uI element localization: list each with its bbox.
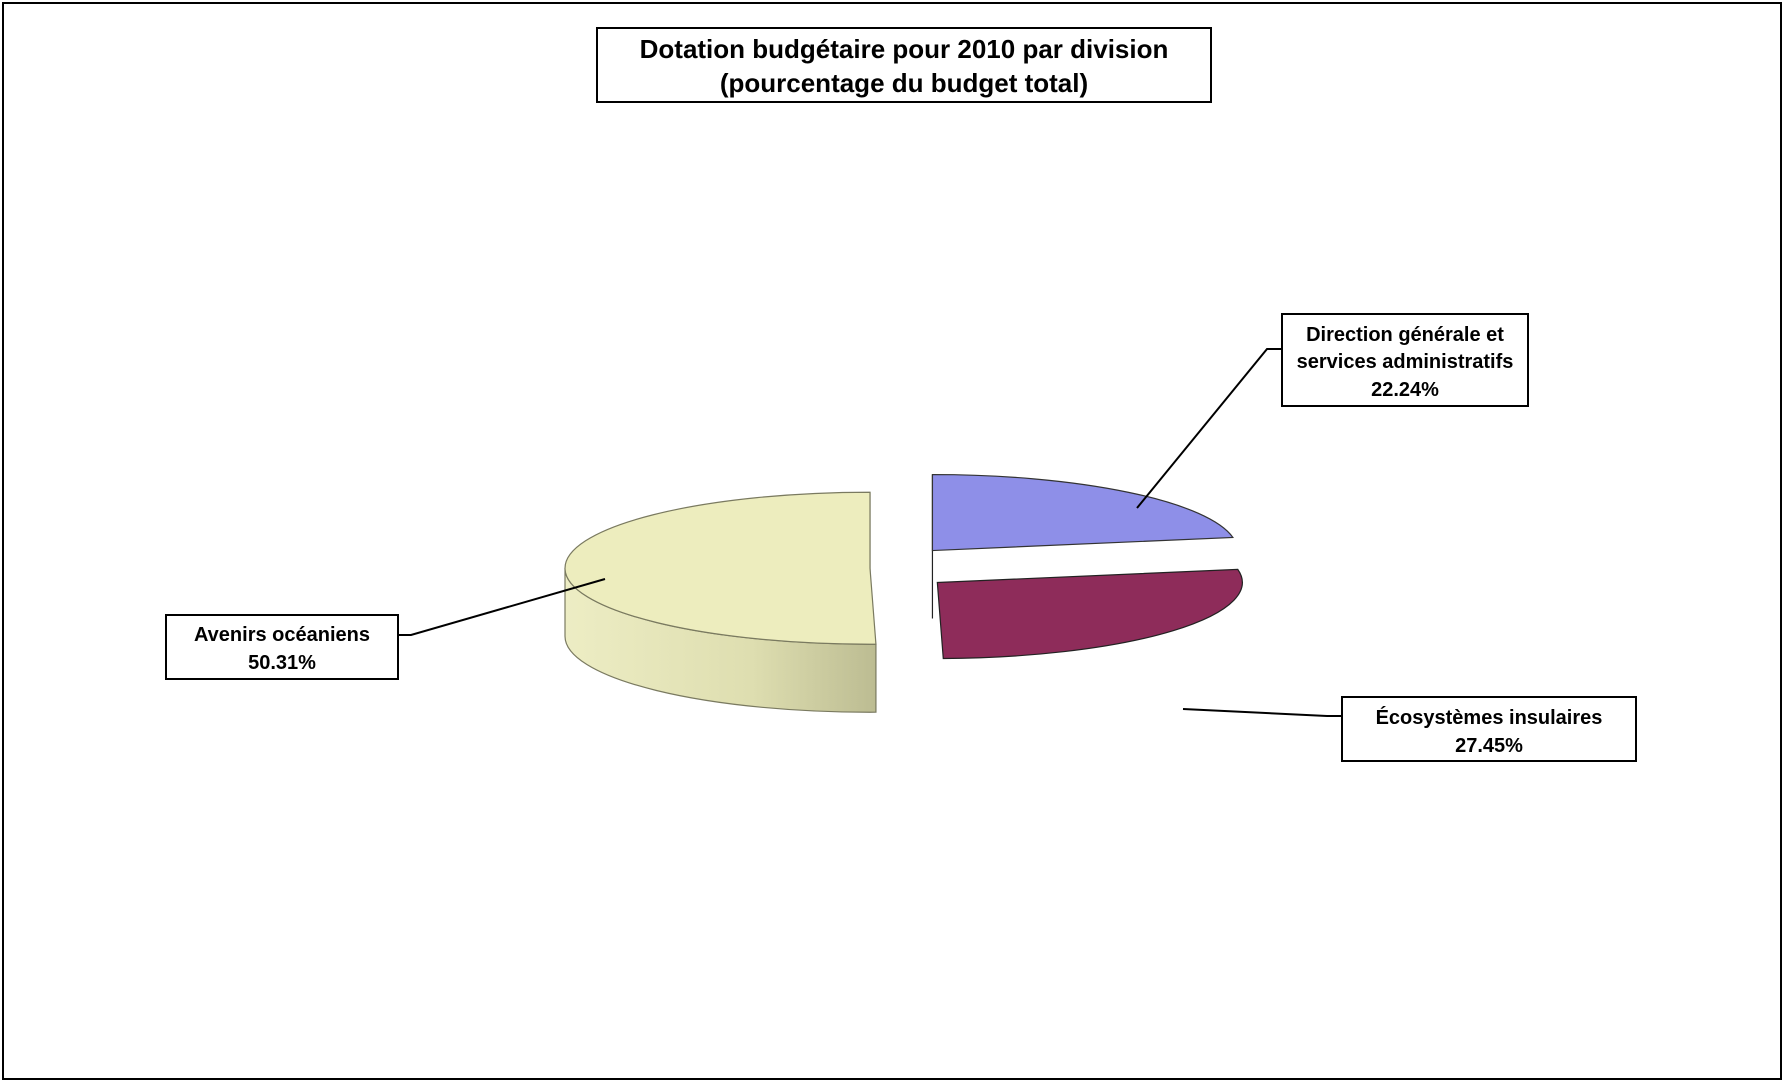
slice-avenirs-oceaniens xyxy=(564,491,877,645)
leader-line-ecosystemes-insulaires xyxy=(1182,708,1342,717)
slice-label-value: 22.24% xyxy=(1371,379,1439,401)
slice-label-name: Avenirs océaniens xyxy=(194,624,370,646)
slice-label-name-line-2: services administratifs xyxy=(1297,351,1514,373)
chart-title: Dotation budgétaire pour 2010 par divisi… xyxy=(596,27,1212,103)
title-line-1: Dotation budgétaire pour 2010 par divisi… xyxy=(640,34,1169,64)
label-box xyxy=(1341,696,1637,762)
data-label-ecosystemes-insulaires: Écosystèmes insulaires 27.45% xyxy=(1341,696,1637,762)
label-box xyxy=(1281,313,1529,407)
data-label-avenirs-oceaniens: Avenirs océaniens 50.31% xyxy=(165,614,399,680)
title-line-2: (pourcentage du budget total) xyxy=(720,68,1088,98)
leader-line-avenirs-oceaniens xyxy=(398,578,606,636)
label-box xyxy=(165,614,399,680)
slice-label-value: 27.45% xyxy=(1455,735,1523,757)
slice-label-name-line-1: Direction générale et xyxy=(1306,324,1504,346)
leader-line-direction-generale xyxy=(1136,348,1282,509)
data-label-direction-generale: Direction générale et services administr… xyxy=(1281,313,1529,407)
slice-label-name: Écosystèmes insulaires xyxy=(1376,706,1603,729)
slice-direction-generale xyxy=(931,473,1234,552)
slice-label-value: 50.31% xyxy=(248,652,316,674)
slice-ecosystemes-insulaires xyxy=(936,568,1243,660)
title-box xyxy=(596,27,1212,103)
